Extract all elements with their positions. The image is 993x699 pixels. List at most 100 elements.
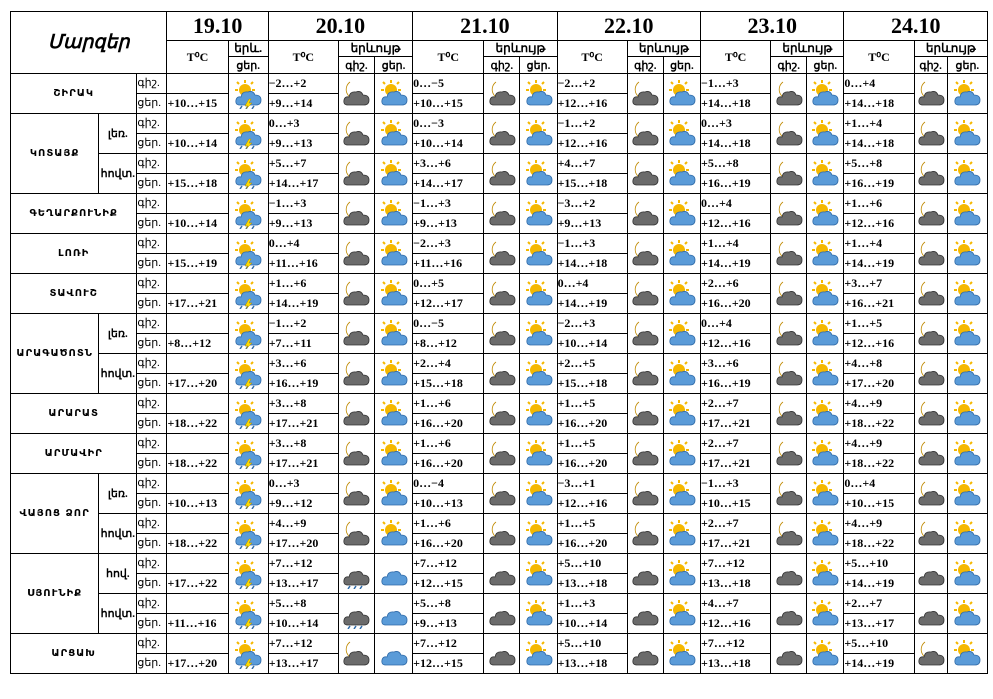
region-name: ՎԱՅՈՑ ՁՈՐ bbox=[9, 473, 100, 554]
rain-thunder-icon bbox=[233, 639, 263, 669]
sun-cloud-icon bbox=[667, 479, 697, 509]
temp-day: +16…+19 bbox=[699, 173, 772, 194]
night-icon-cell bbox=[626, 473, 664, 514]
dark-cloud-icon bbox=[916, 599, 946, 629]
day-header: ցեր. bbox=[806, 56, 845, 74]
moon-cloud-icon bbox=[630, 519, 660, 549]
sun-cloud-icon bbox=[810, 559, 840, 589]
day-icon-cell bbox=[519, 433, 558, 474]
day-icon-cell bbox=[374, 353, 414, 394]
temp-night: +5…+10 bbox=[556, 553, 628, 574]
temp-night: −3…+1 bbox=[556, 473, 628, 494]
temp-day: +16…+20 bbox=[699, 293, 772, 314]
night-icon-cell bbox=[770, 473, 808, 514]
moon-cloud-icon bbox=[341, 519, 371, 549]
night-icon-cell bbox=[337, 473, 376, 514]
temp-night: +7…+12 bbox=[699, 553, 772, 574]
day-icon-cell bbox=[946, 593, 989, 634]
sun-cloud-icon bbox=[524, 159, 554, 189]
temp-day: +12…+16 bbox=[843, 213, 915, 234]
sun-cloud-icon bbox=[810, 119, 840, 149]
temp-day: +12…+15 bbox=[412, 573, 485, 594]
night-icon-cell bbox=[770, 193, 808, 234]
temp-night: +7…+12 bbox=[699, 633, 772, 654]
temp-night: −1…+3 bbox=[699, 473, 772, 494]
day-icon-cell bbox=[519, 593, 558, 634]
day-icon-cell bbox=[806, 353, 845, 394]
temp-night: 0…+4 bbox=[843, 73, 915, 94]
temp-header: T⁰C bbox=[699, 40, 772, 74]
temp-day: +10…+13 bbox=[412, 493, 485, 514]
sun-cloud-icon bbox=[810, 639, 840, 669]
moon-cloud-icon bbox=[487, 159, 517, 189]
temp-day: +16…+20 bbox=[556, 413, 628, 434]
temp-day: +13…+18 bbox=[556, 653, 628, 674]
day-icon-cell bbox=[519, 153, 558, 194]
temp-night: −2…+3 bbox=[412, 233, 485, 254]
night-icon-cell bbox=[626, 73, 664, 114]
temp-day: +17…+20 bbox=[166, 373, 229, 394]
sun-cloud-icon bbox=[952, 279, 982, 309]
temp-day: +16…+21 bbox=[843, 293, 915, 314]
day-icon-cell bbox=[946, 233, 989, 274]
sun-cloud-icon bbox=[524, 519, 554, 549]
night-label: գիշ. bbox=[136, 393, 168, 414]
weather-icon-cell bbox=[227, 553, 269, 594]
day-icon-cell bbox=[374, 633, 414, 674]
cloud-blue-icon bbox=[379, 599, 409, 629]
day-icon-cell bbox=[946, 433, 989, 474]
region-name: ԱՐՄԱՎԻՐ bbox=[9, 433, 138, 474]
region-name: ԱՐԱՐԱՏ bbox=[9, 393, 138, 434]
day-label: ցեր. bbox=[136, 533, 168, 554]
moon-cloud-icon bbox=[916, 239, 946, 269]
moon-cloud-icon bbox=[774, 479, 804, 509]
forecast-table: Մարզեր 19.10 20.10 21.10 22.10 23.10 24.10 T⁰C ե… bbox=[9, 11, 989, 674]
day-icon-cell bbox=[806, 513, 845, 554]
temp-night: +4…+9 bbox=[843, 433, 915, 454]
day-icon-cell bbox=[374, 313, 414, 354]
sun-cloud-icon bbox=[379, 359, 409, 389]
temp-night: +2…+5 bbox=[556, 353, 628, 374]
sun-cloud-icon bbox=[667, 119, 697, 149]
day-icon-cell bbox=[519, 553, 558, 594]
weather-icon-cell bbox=[227, 473, 269, 514]
sun-cloud-icon bbox=[810, 399, 840, 429]
temp-day: +13…+17 bbox=[267, 573, 339, 594]
temp-night: 0…+3 bbox=[267, 473, 339, 494]
moon-cloud-icon bbox=[774, 359, 804, 389]
temp-day: +14…+17 bbox=[412, 173, 485, 194]
night-icon-cell bbox=[483, 393, 521, 434]
moon-cloud-icon bbox=[630, 319, 660, 349]
temp-day: +14…+19 bbox=[843, 573, 915, 594]
temp-night: −2…+2 bbox=[267, 73, 339, 94]
sun-cloud-icon bbox=[524, 639, 554, 669]
temp-day: +18…+22 bbox=[843, 413, 915, 434]
day-icon-cell bbox=[374, 73, 414, 114]
temp-night: +5…+10 bbox=[843, 553, 915, 574]
temp-day: +17…+21 bbox=[267, 453, 339, 474]
temp-night: +3…+6 bbox=[412, 153, 485, 174]
day-icon-cell bbox=[662, 593, 701, 634]
night-icon-cell bbox=[626, 113, 664, 154]
moon-cloud-icon bbox=[774, 239, 804, 269]
moon-cloud-icon bbox=[916, 399, 946, 429]
sun-cloud-icon bbox=[810, 319, 840, 349]
night-icon-cell bbox=[626, 513, 664, 554]
temp-night: +5…+8 bbox=[843, 153, 915, 174]
temp-night: +1…+6 bbox=[412, 433, 485, 454]
moon-cloud-icon bbox=[487, 279, 517, 309]
temp-day: +14…+19 bbox=[556, 293, 628, 314]
sun-cloud-icon bbox=[379, 199, 409, 229]
day-icon-cell bbox=[519, 73, 558, 114]
day-icon-cell bbox=[946, 353, 989, 394]
temp-day: +7…+11 bbox=[267, 333, 339, 354]
temp-day: +17…+21 bbox=[267, 413, 339, 434]
night-icon-cell bbox=[337, 433, 376, 474]
moon-cloud-icon bbox=[916, 359, 946, 389]
weather-icon-cell bbox=[227, 153, 269, 194]
day-label: ցեր. bbox=[136, 373, 168, 394]
day-icon-cell bbox=[806, 393, 845, 434]
night-label: գիշ. bbox=[136, 233, 168, 254]
night-icon-cell bbox=[913, 313, 948, 354]
sun-cloud-icon bbox=[667, 639, 697, 669]
